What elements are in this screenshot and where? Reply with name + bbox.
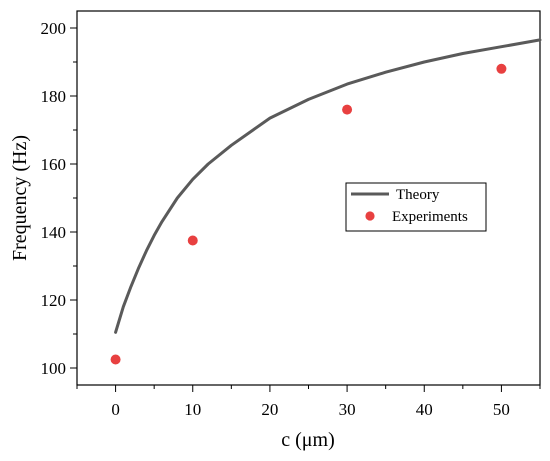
legend-box (345, 182, 487, 232)
y-tick-label: 160 (41, 155, 67, 174)
legend-theory-label: Theory (396, 187, 440, 203)
legend-experiments-label: Experiments (392, 209, 468, 225)
x-tick-label: 20 (261, 400, 278, 419)
y-tick-label: 120 (41, 291, 67, 310)
y-tick-label: 140 (41, 223, 67, 242)
series (110, 38, 542, 365)
experiment-point (342, 104, 353, 115)
y-tick-label: 180 (41, 87, 67, 106)
x-tick-label: 40 (416, 400, 433, 419)
experiment-point (110, 354, 121, 365)
experiment-point (496, 63, 507, 74)
ticks: 0 10 20 30 40 50 100 120 140 160 180 200 (41, 19, 541, 419)
experiment-point (187, 235, 198, 246)
theory-curve (114, 38, 542, 334)
x-tick-label: 30 (339, 400, 356, 419)
y-axis-label: Frequency (Hz) (9, 135, 31, 261)
x-tick-label: 10 (184, 400, 201, 419)
x-tick-label: 50 (493, 400, 510, 419)
legend-experiments-swatch (365, 211, 375, 221)
x-axis-label: c (μm) (281, 429, 334, 451)
legend: Theory Experiments (345, 182, 487, 232)
x-tick-label: 0 (111, 400, 120, 419)
y-tick-label: 200 (41, 19, 67, 38)
y-tick-label: 100 (41, 359, 67, 378)
